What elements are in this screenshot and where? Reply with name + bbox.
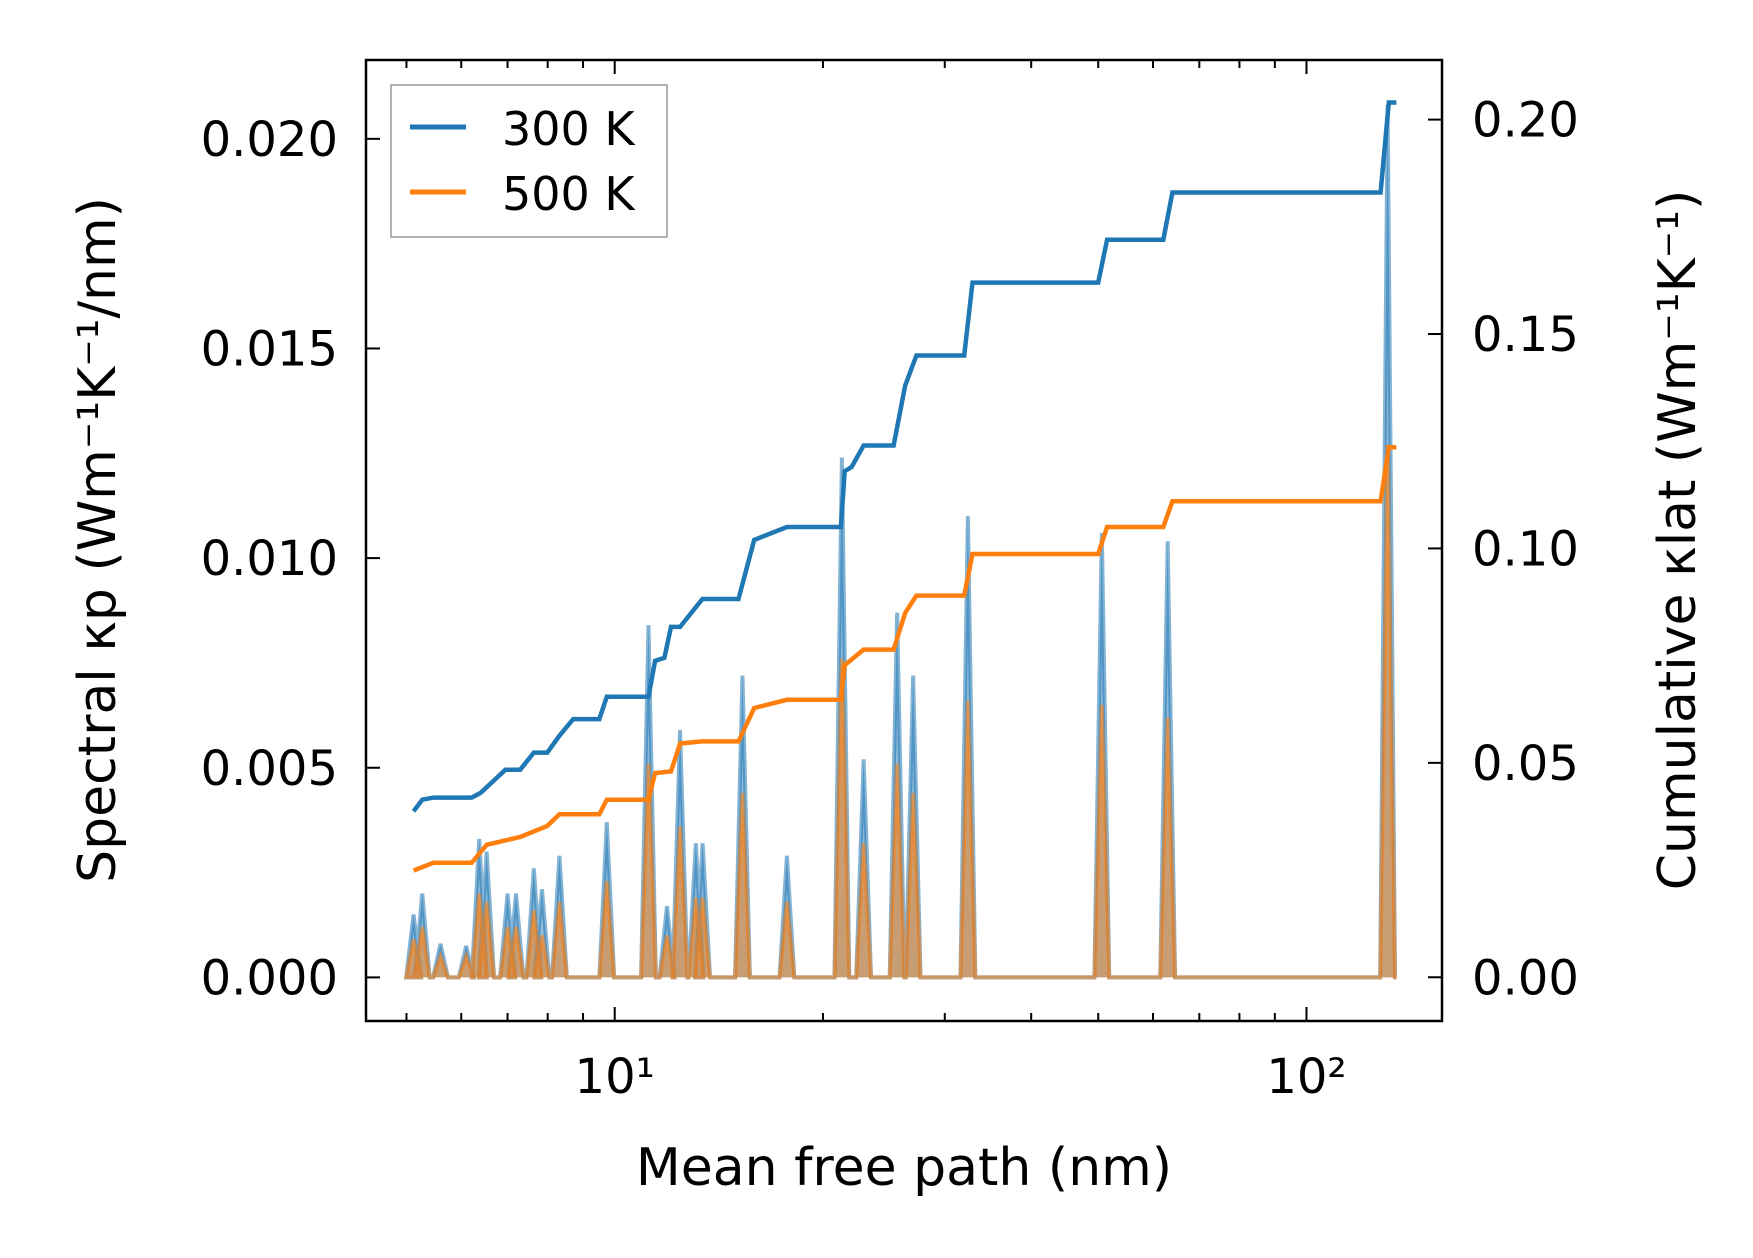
- y-right-tick-label: 0.20: [1472, 93, 1579, 149]
- y-right-tick-label: 0.00: [1472, 950, 1579, 1006]
- spectral-line-500k: [406, 445, 1396, 977]
- legend-label-300k: 300 K: [502, 102, 636, 156]
- x-tick-label: 10²: [1266, 1049, 1346, 1105]
- y-axis-right-label: Cumulative κlat (Wm⁻¹K⁻¹): [1648, 190, 1708, 891]
- legend: 300 K 500 K: [391, 85, 667, 237]
- y-left-tick-label: 0.015: [201, 321, 338, 377]
- y-right-tick-label: 0.10: [1472, 521, 1579, 577]
- legend-label-500k: 500 K: [502, 167, 636, 221]
- y-left-tick-label: 0.000: [201, 950, 338, 1006]
- y-left-tick-label: 0.005: [201, 741, 338, 797]
- cumulative-line-500k: [414, 447, 1397, 870]
- y-axis-left-label: Spectral κp (Wm⁻¹K⁻¹/nm): [68, 197, 128, 883]
- y-left-tick-label: 0.020: [201, 112, 338, 168]
- y-right-tick-label: 0.05: [1472, 736, 1579, 792]
- y-left-tick-label: 0.010: [201, 531, 338, 587]
- y-right-tick-label: 0.15: [1472, 307, 1579, 363]
- x-tick-label: 10¹: [575, 1049, 655, 1105]
- x-axis-label: Mean free path (nm): [636, 1138, 1172, 1198]
